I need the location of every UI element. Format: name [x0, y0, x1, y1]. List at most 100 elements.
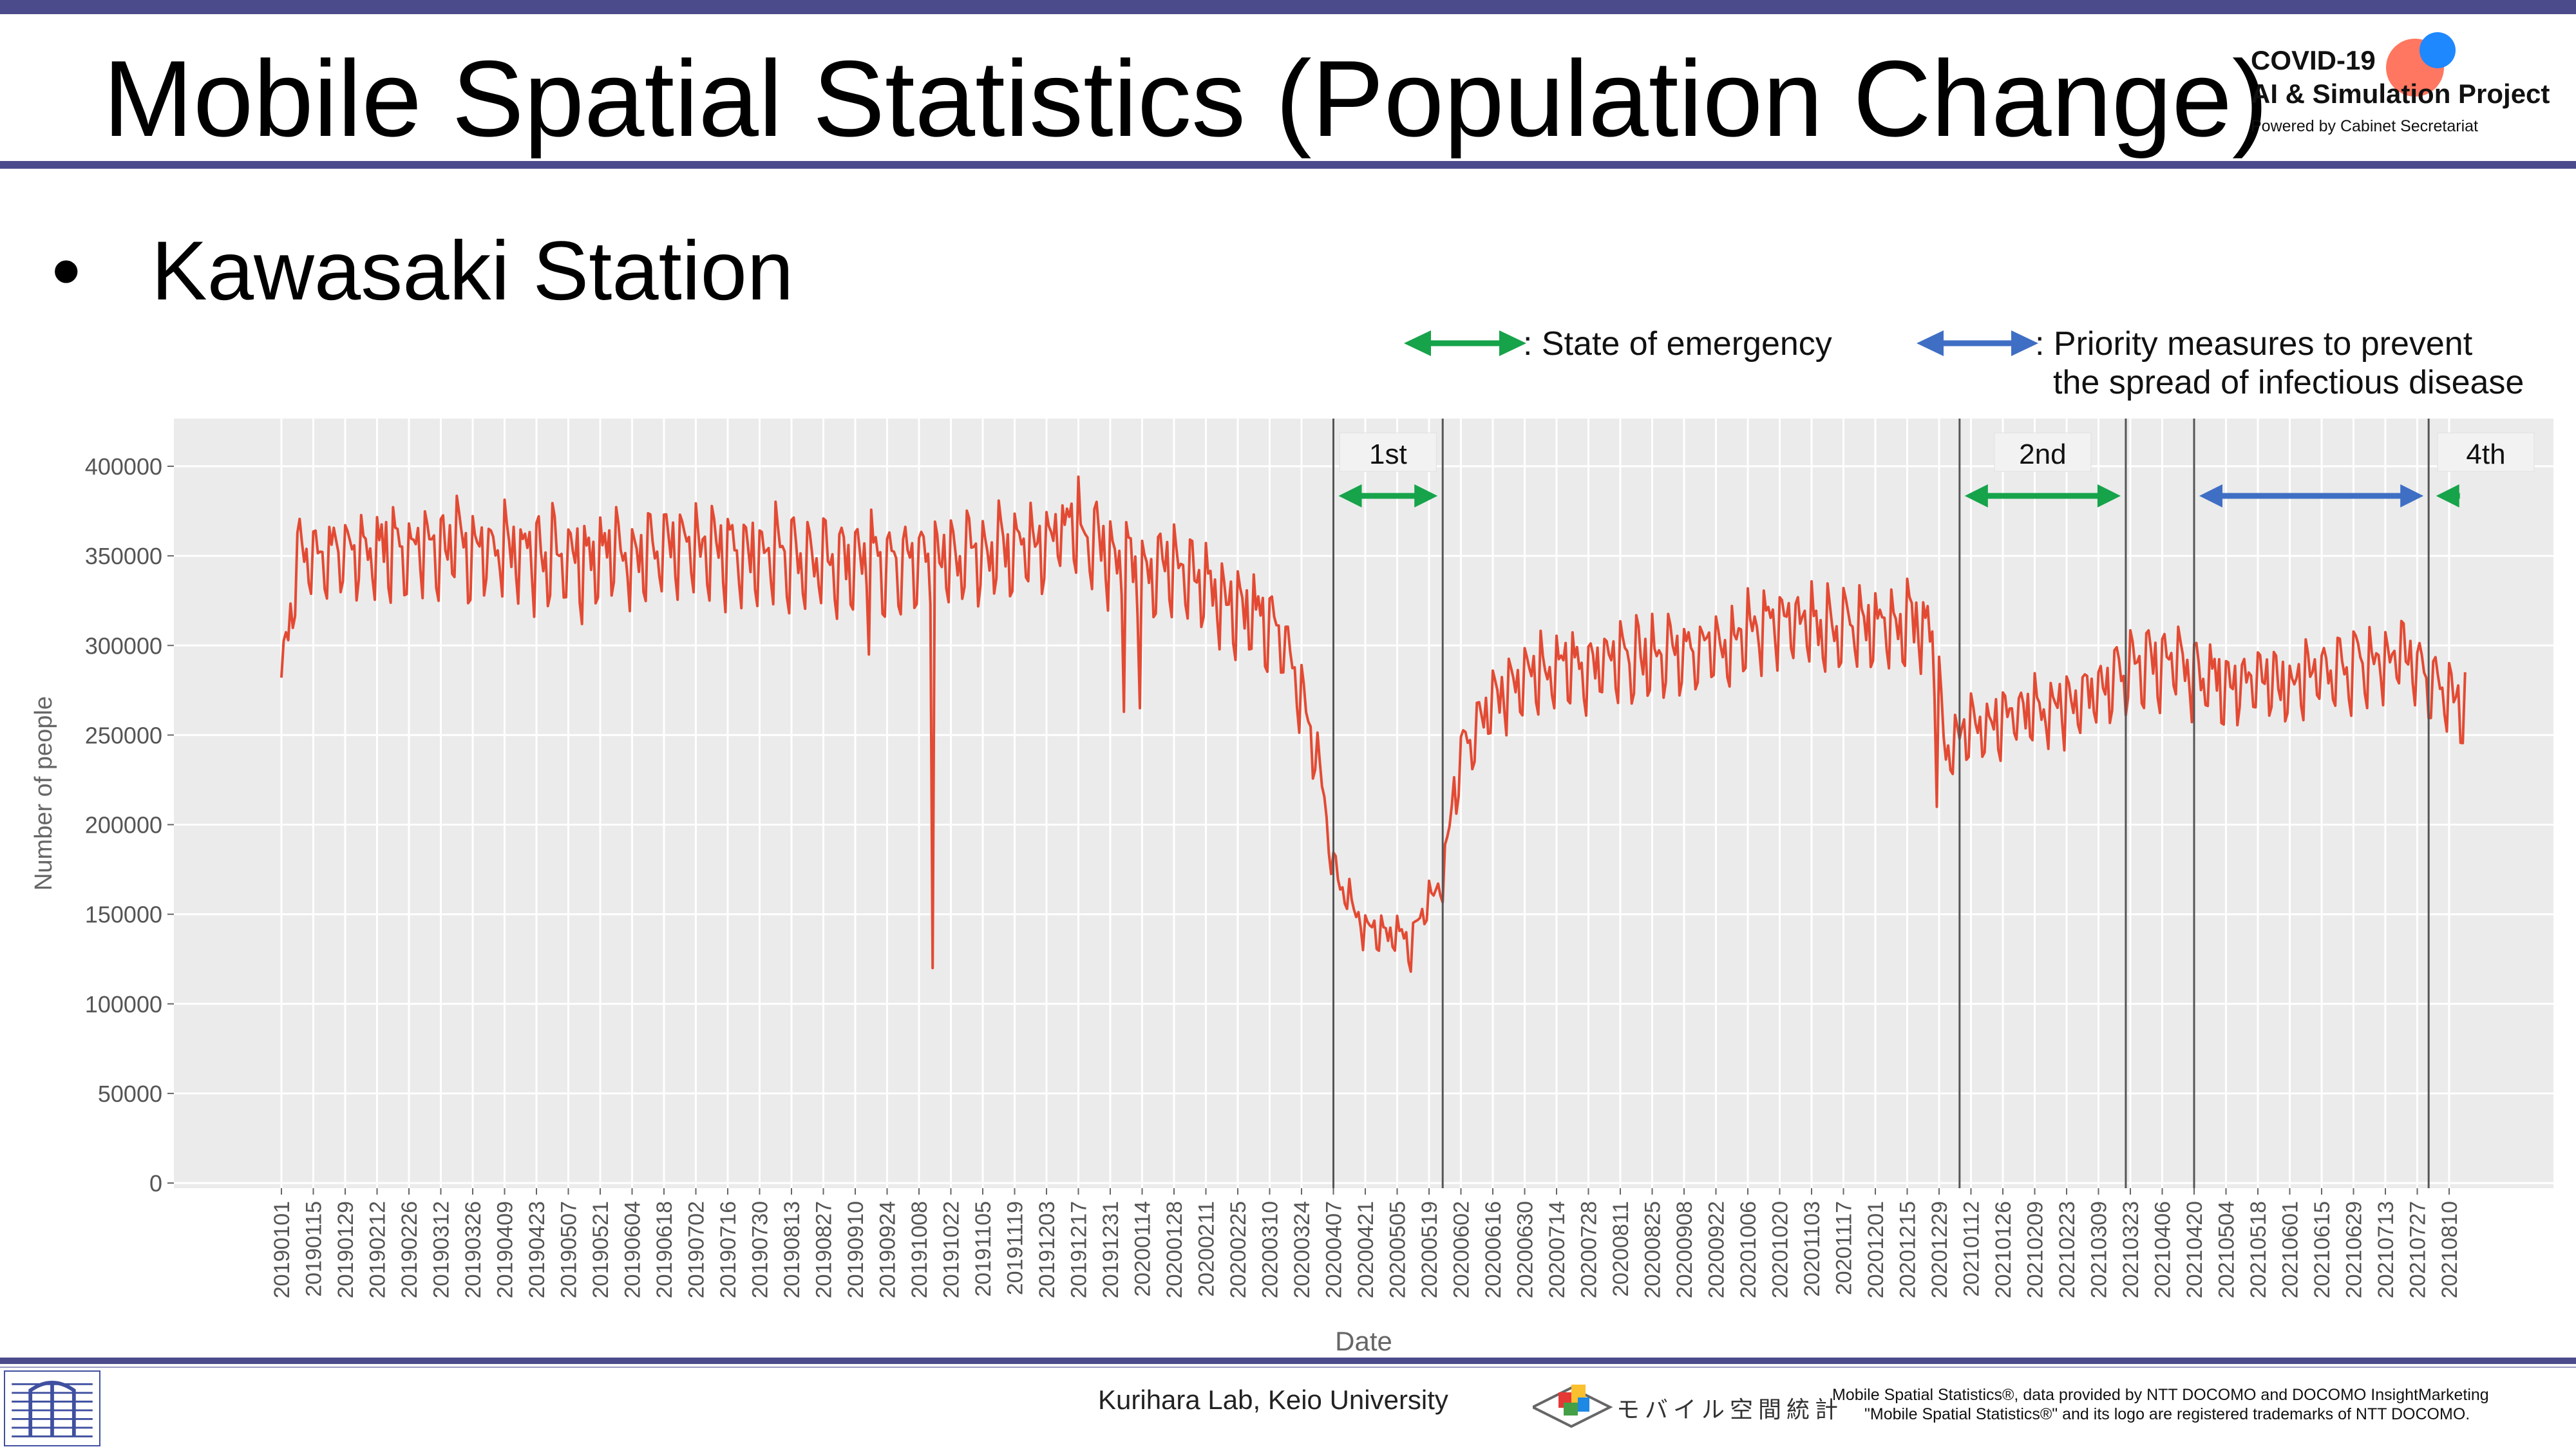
mobile-spatial-statistics-logo-text: モバイル空間統計: [1616, 1396, 1844, 1423]
x-tick-label: 20190702: [685, 1201, 709, 1298]
y-tick-label: 100000: [85, 991, 162, 1018]
x-tick-label: 20200908: [1672, 1201, 1697, 1298]
x-tick-label: 20200714: [1545, 1201, 1569, 1298]
x-tick-label: 20191008: [907, 1201, 932, 1298]
x-tick-label: 20200519: [1417, 1201, 1442, 1298]
x-tick-label: 20210309: [2087, 1201, 2112, 1298]
x-tick-label: 20201201: [1864, 1201, 1888, 1298]
x-tick-label: 20190226: [397, 1201, 422, 1298]
y-tick-label: 250000: [85, 722, 162, 748]
period-label-box: [1339, 432, 1437, 472]
x-tick-label: 20190618: [652, 1201, 677, 1298]
x-tick-label: 20190129: [334, 1201, 358, 1298]
x-tick-label: 20190521: [589, 1201, 613, 1298]
x-tick-label: 20201215: [1896, 1201, 1920, 1298]
lab-logo-icon: [4, 1370, 100, 1446]
population-line-chart: : State of emergency : Priority measures…: [30, 325, 2553, 1356]
x-tick-label: 20200324: [1290, 1201, 1314, 1298]
x-tick-label: 20190730: [748, 1201, 773, 1298]
footer-divider: [0, 1358, 2576, 1364]
period-arrow-head-left: [1338, 484, 1362, 507]
x-tick-label: 20200114: [1131, 1201, 1155, 1297]
x-tick-label: 20200407: [1322, 1201, 1347, 1298]
x-tick-label: 20210727: [2406, 1201, 2430, 1298]
period-arrow-head-left: [1964, 484, 1988, 507]
period-label-box: [2437, 432, 2535, 472]
plot-area: 0 50000 100000 150000 200000 250000 300000 3500…: [30, 419, 2553, 1356]
x-tick-label: 20190101: [270, 1201, 294, 1298]
period-label: 4th: [2466, 439, 2505, 470]
x-tick-label: 20190910: [844, 1201, 868, 1298]
y-tick-label: 150000: [85, 902, 162, 928]
x-tick-label: 20200421: [1354, 1201, 1378, 1298]
legend-priority-label-line1: : Priority measures to prevent: [2035, 325, 2473, 363]
x-tick-label: 20190604: [621, 1201, 645, 1298]
period-label: 2nd: [2019, 439, 2066, 470]
y-tick-label: 300000: [85, 632, 162, 659]
x-tick-label: 20191119: [1003, 1201, 1028, 1295]
x-tick-label: 20210112: [1960, 1201, 1984, 1297]
x-tick-label: 20210601: [2278, 1201, 2303, 1298]
x-tick-label: 20191231: [1099, 1201, 1123, 1298]
data-credit-line1: Mobile Spatial Statistics®, data provide…: [1832, 1386, 2489, 1404]
x-tick-label: 20200128: [1162, 1201, 1187, 1298]
x-tick-label: 20190507: [557, 1201, 582, 1298]
period-arrow-head-right: [2400, 484, 2424, 507]
x-tick-label: 20190212: [366, 1201, 390, 1298]
y-tick-label: 400000: [85, 453, 162, 480]
y-tick-label: 350000: [85, 543, 162, 569]
x-tick-label: 20190924: [876, 1201, 900, 1298]
x-tick-label: 20190409: [493, 1201, 518, 1298]
x-tick-label: 20210504: [2215, 1201, 2239, 1298]
x-tick-label: 20190423: [525, 1201, 549, 1298]
y-axis-title: Number of people: [30, 696, 57, 891]
title-divider: [0, 161, 2576, 169]
x-tick-label: 20210420: [2183, 1201, 2207, 1298]
x-tick-label: 20200630: [1513, 1201, 1538, 1298]
period-arrow-head-left: [2199, 484, 2222, 507]
x-tick-label: 20191203: [1035, 1201, 1059, 1298]
logo-line2: AI & Simulation Project: [2251, 79, 2550, 109]
x-tick-label: 20210713: [2374, 1201, 2398, 1298]
x-tick-label: 20210323: [2119, 1201, 2143, 1298]
x-tick-label: 20200728: [1577, 1201, 1602, 1298]
period-label-box: [1994, 432, 2092, 472]
lab-credit: Kurihara Lab, Keio University: [1098, 1385, 1448, 1415]
x-tick-label: 20201006: [1736, 1201, 1761, 1298]
period-arrow-head-right: [2097, 484, 2121, 507]
y-tick-label: 200000: [85, 812, 162, 838]
x-tick-label: 20200616: [1481, 1201, 1506, 1298]
x-tick-label: 20210406: [2151, 1201, 2175, 1298]
series-line-population: [280, 475, 2467, 973]
x-tick-label: 20190326: [461, 1201, 486, 1298]
x-tick-label: 20200505: [1386, 1201, 1410, 1298]
x-tick-label: 20191217: [1067, 1201, 1092, 1298]
period-arrow-head-left: [2436, 484, 2459, 507]
x-axis-title: Date: [1335, 1326, 1392, 1356]
logo-blue-dot: [2420, 32, 2456, 68]
x-tick-label: 20200225: [1226, 1201, 1251, 1298]
plot-panel: [174, 419, 2553, 1188]
x-tick-label: 20191022: [940, 1201, 964, 1298]
bullet-point: •: [52, 223, 81, 317]
covid-project-logo: COVID-19 AI & Simulation Project Powered…: [2251, 32, 2560, 155]
x-tick-label: 20190813: [780, 1201, 804, 1298]
mobile-spatial-statistics-logo: [1533, 1385, 1613, 1428]
x-tick-label: 20210223: [2055, 1201, 2079, 1298]
x-tick-label: 20210518: [2246, 1201, 2271, 1298]
x-tick-label: 20200922: [1705, 1201, 1729, 1298]
x-tick-label: 20210209: [2023, 1201, 2048, 1298]
legend-priority-arrow-icon: [1917, 330, 2038, 356]
chart-legend: : State of emergency : Priority measures…: [1404, 325, 2524, 401]
x-tick-label: 20190115: [302, 1201, 327, 1297]
x-tick-label: 20200825: [1641, 1201, 1665, 1298]
x-tick-label: 20210810: [2438, 1201, 2462, 1298]
data-credit-line2: "Mobile Spatial Statistics®" and its log…: [1864, 1405, 2470, 1423]
logo-line3: Powered by Cabinet Secretariat: [2251, 117, 2478, 135]
x-tick-label: 20190312: [430, 1201, 454, 1298]
legend-emergency-label: : State of emergency: [1523, 325, 1832, 363]
x-tick-label: 20201020: [1768, 1201, 1793, 1298]
logo-line1: COVID-19: [2251, 45, 2376, 75]
y-tick-label: 50000: [98, 1081, 162, 1107]
legend-priority-label-line2: the spread of infectious disease: [2053, 364, 2524, 401]
